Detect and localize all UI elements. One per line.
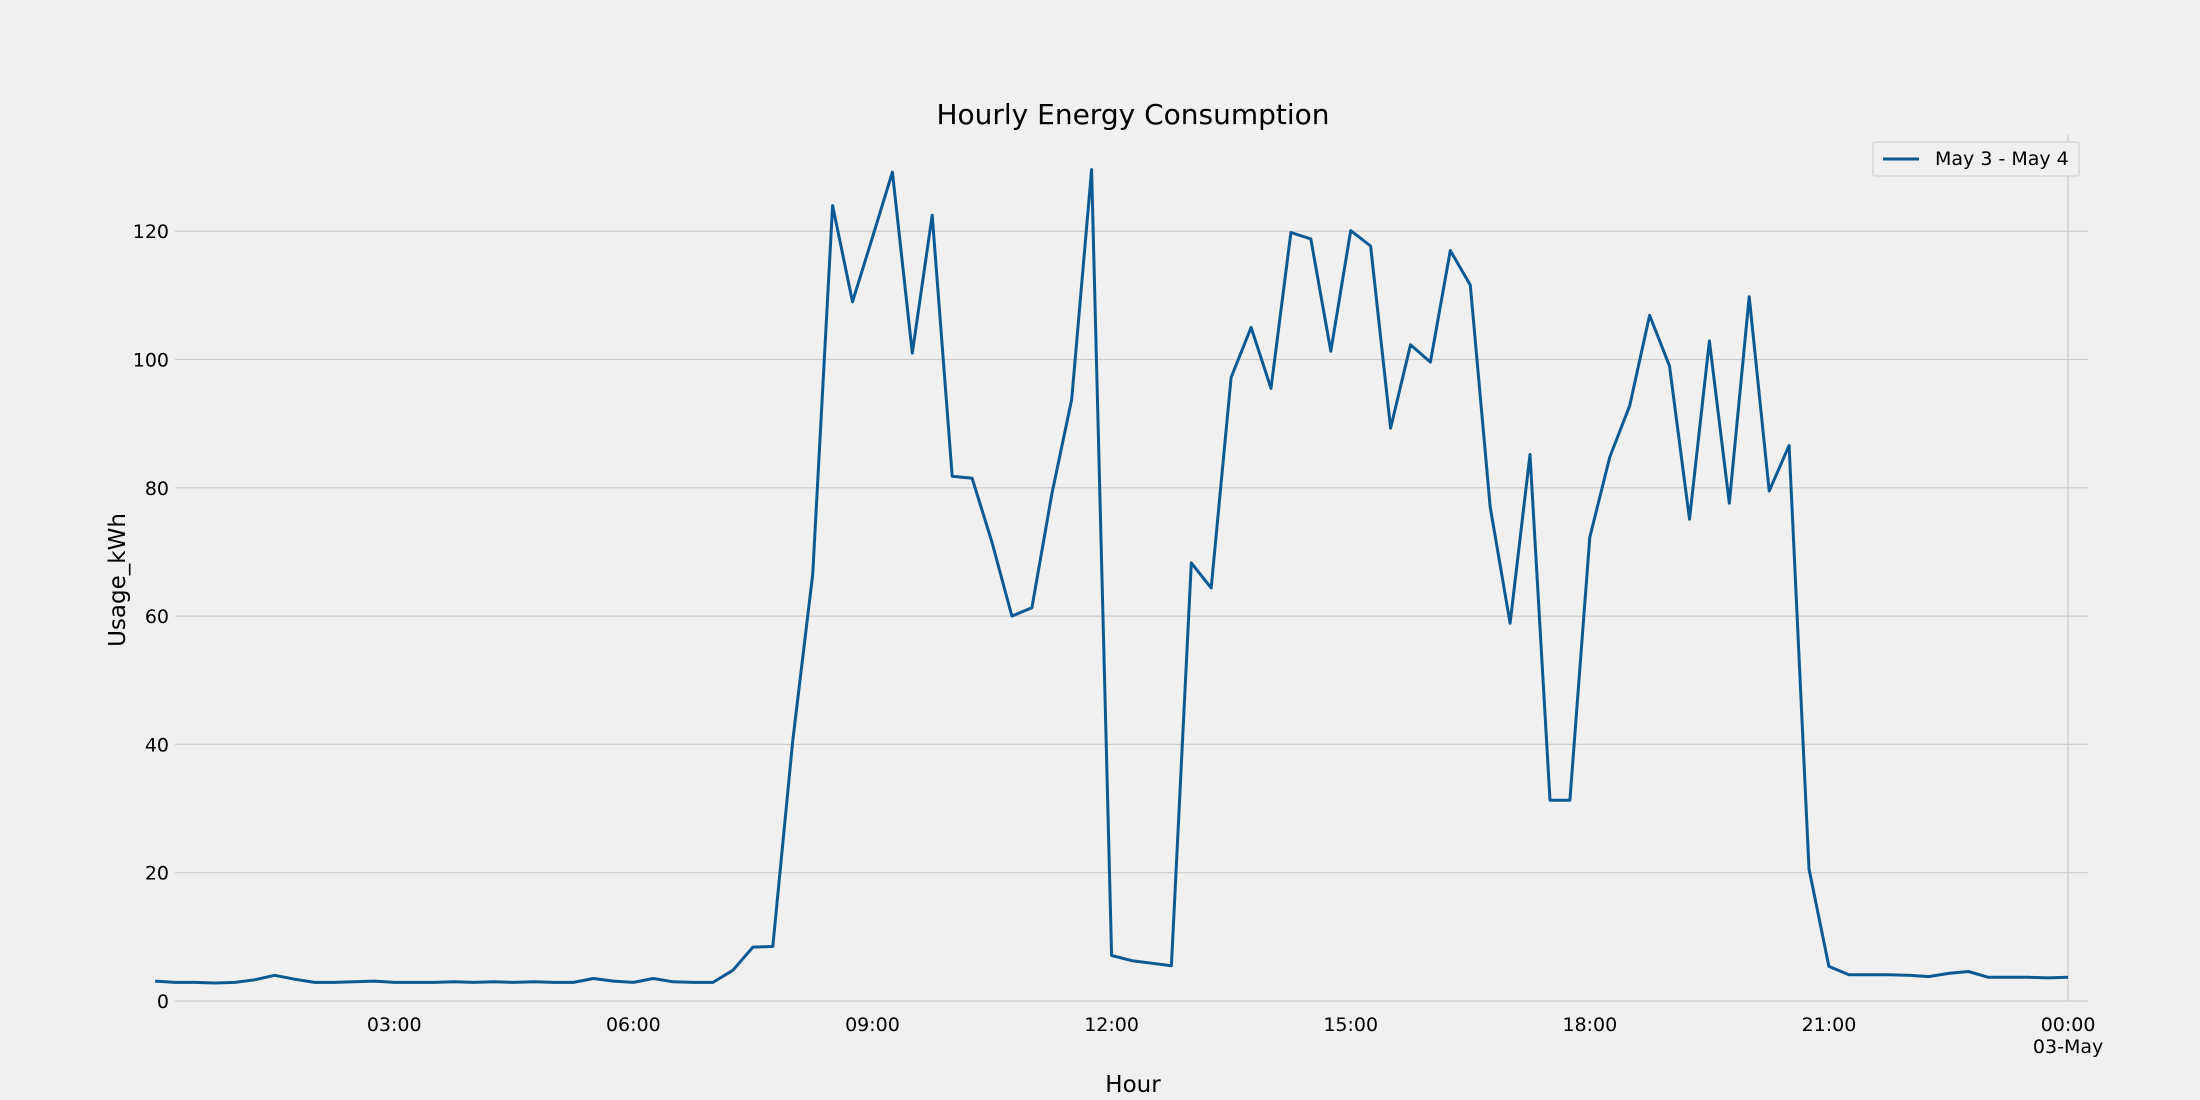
series-layer [155,168,2069,985]
y-tick-label: 100 [133,350,169,372]
y-axis-title: Usage_kWh [105,513,131,647]
legend: May 3 - May 4 [1872,141,2080,177]
x-tick-label: 21:00 [1802,1014,1857,1036]
y-tick-label: 120 [133,221,169,243]
y-tick-label: 60 [145,606,169,628]
y-tick-label: 80 [145,478,169,500]
x-axis: 03:00 06:00 09:00 12:00 15:00 18:00 21:00 00:00… [367,1014,2103,1058]
chart-title: Hourly Energy Consumption [936,98,1329,131]
x-tick-label: 18:00 [1562,1014,1617,1036]
x-tick-label: 06:00 [606,1014,661,1036]
x-axis-title: Hour [1105,1072,1161,1098]
x-tick-label: 15:00 [1323,1014,1378,1036]
legend-box [1872,141,2080,177]
x-tick-sublabel: 03-May [2033,1036,2103,1058]
x-tick-label: 00:00 [2041,1014,2096,1036]
legend-label: May 3 - May 4 [1935,148,2069,170]
x-tick-label: 12:00 [1084,1014,1139,1036]
series-line [155,168,2069,985]
y-tick-label: 0 [157,991,169,1013]
grid [175,135,2088,1002]
y-tick-label: 20 [145,863,169,885]
y-tick-label: 40 [145,734,169,756]
x-tick-label: 09:00 [845,1014,900,1036]
x-tick-label: 03:00 [367,1014,422,1036]
y-axis: 0 20 40 60 80 100 120 [133,221,169,1013]
